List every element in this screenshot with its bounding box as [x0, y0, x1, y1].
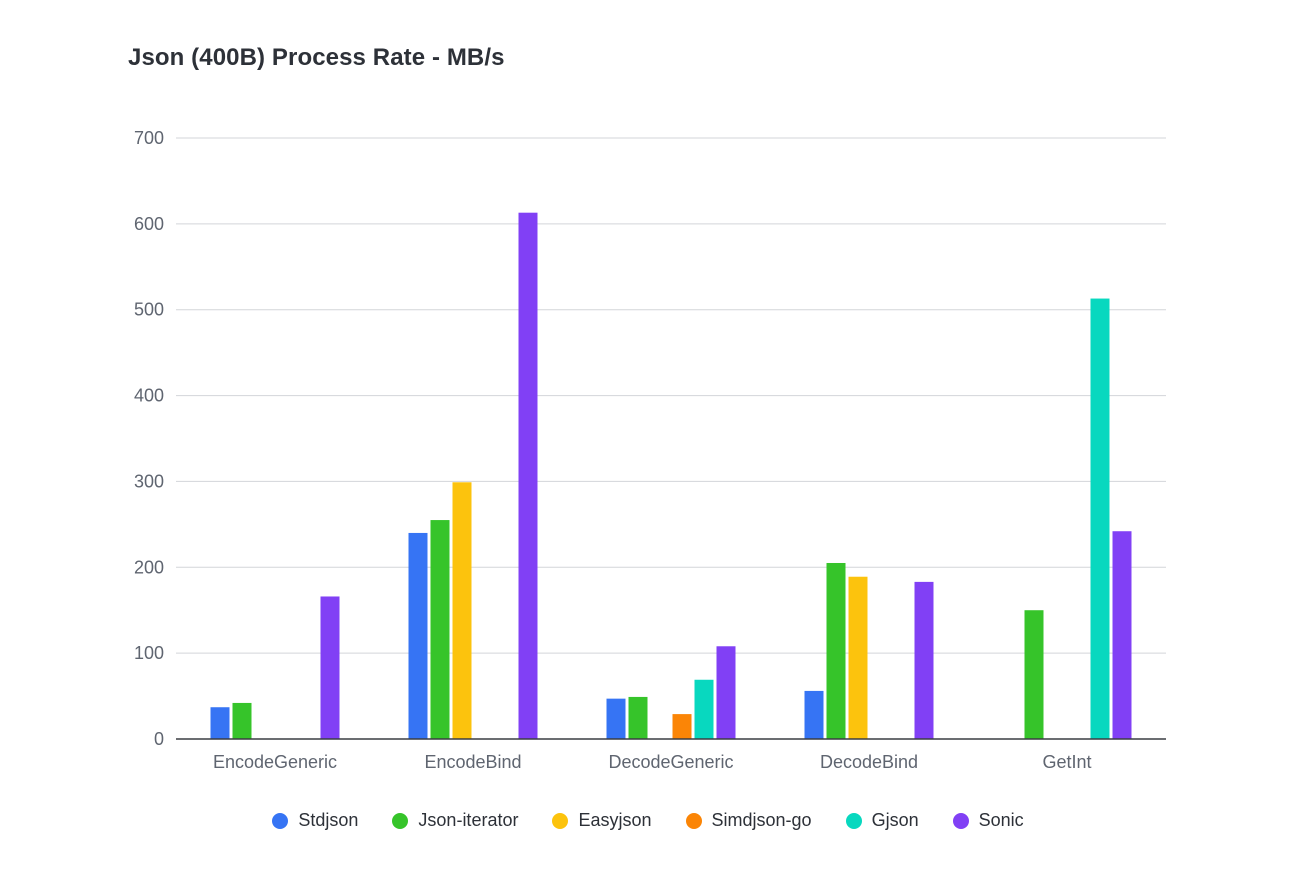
bar-json-iterator-encodegeneric [232, 702, 252, 739]
y-tick-label: 300 [134, 471, 164, 491]
y-tick-label: 700 [134, 128, 164, 148]
legend-label: Json-iterator [418, 810, 519, 830]
y-tick-label: 200 [134, 557, 164, 577]
legend-label: Simdjson-go [711, 810, 812, 830]
bar-sonic-encodegeneric [320, 596, 340, 739]
x-tick-label: EncodeGeneric [213, 752, 337, 772]
x-tick-label: DecodeGeneric [608, 752, 733, 772]
bar-sonic-getint [1112, 531, 1132, 739]
legend-swatch [685, 812, 702, 829]
bars [210, 212, 1132, 740]
bar-simdjson-go-decodegeneric [672, 714, 692, 739]
bar-easyjson-encodebind [452, 482, 472, 739]
legend-swatch [552, 812, 569, 829]
x-tick-label: EncodeBind [424, 752, 521, 772]
legend-swatch [272, 812, 289, 829]
y-tick-label: 0 [154, 729, 164, 749]
legend-swatch [952, 812, 969, 829]
legend-label: Easyjson [578, 810, 652, 830]
bar-json-iterator-getint [1024, 610, 1044, 739]
y-tick-label: 600 [134, 214, 164, 234]
legend-item-simdjson-go: Simdjson-go [685, 810, 812, 831]
x-axis-ticks: EncodeGeneric EncodeBind DecodeGeneric Deco… [213, 752, 1092, 772]
legend-item-stdjson: Stdjson [272, 810, 358, 831]
chart-title: Json (400B) Process Rate - MB/s [128, 44, 505, 71]
legend-label: Sonic [978, 810, 1024, 830]
y-tick-label: 400 [134, 386, 164, 406]
bar-sonic-decodebind [914, 581, 934, 739]
bar-stdjson-decodebind [804, 690, 824, 739]
bar-easyjson-decodebind [848, 576, 868, 739]
bar-stdjson-encodebind [408, 532, 428, 739]
legend-item-easyjson: Easyjson [552, 810, 652, 831]
legend-label: Gjson [871, 810, 919, 830]
legend-label: Stdjson [298, 810, 359, 830]
bar-stdjson-encodegeneric [210, 707, 230, 739]
x-tick-label: GetInt [1042, 752, 1091, 772]
bar-sonic-decodegeneric [716, 646, 736, 739]
y-tick-label: 100 [134, 643, 164, 663]
bar-gjson-getint [1090, 298, 1110, 739]
legend-swatch [845, 812, 862, 829]
legend-item-sonic: Sonic [952, 810, 1024, 831]
x-tick-label: DecodeBind [820, 752, 918, 772]
legend-item-gjson: Gjson [845, 810, 919, 831]
y-axis-ticks: 0 100 200 300 400 500 600 700 [134, 128, 164, 749]
grid-lines [176, 137, 1166, 654]
bar-sonic-encodebind [518, 212, 538, 740]
legend-item-json-iterator: Json-iterator [392, 810, 518, 831]
y-tick-label: 500 [134, 300, 164, 320]
bar-json-iterator-decodebind [826, 562, 846, 739]
bar-gjson-decodegeneric [694, 679, 714, 739]
bar-json-iterator-decodegeneric [628, 696, 648, 739]
chart-legend: Stdjson Json-iterator Easyjson Simdjson-go G… [0, 810, 1296, 831]
bar-json-iterator-encodebind [430, 520, 450, 739]
bar-stdjson-decodegeneric [606, 698, 626, 739]
legend-swatch [392, 812, 409, 829]
